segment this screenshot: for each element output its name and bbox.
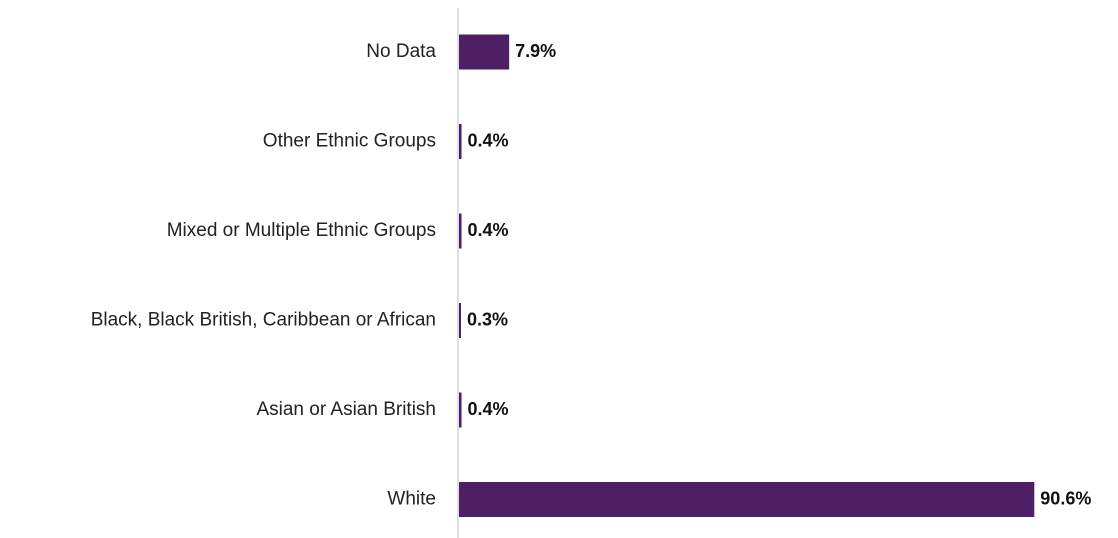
data-label: 0.4% xyxy=(468,399,509,419)
bar xyxy=(459,213,462,249)
bar xyxy=(459,124,462,159)
data-label: 7.9% xyxy=(515,41,556,61)
category-label: Mixed or Multiple Ethnic Groups xyxy=(167,220,436,241)
category-label: Black, Black British, Caribbean or Afric… xyxy=(91,310,436,331)
data-label: 0.4% xyxy=(468,130,509,150)
data-label: 0.4% xyxy=(468,220,509,240)
data-label: 0.3% xyxy=(467,309,508,329)
bar xyxy=(459,34,510,70)
bar xyxy=(459,303,461,338)
bar xyxy=(459,392,462,428)
category-label: No Data xyxy=(366,41,436,62)
data-label: 90.6% xyxy=(1040,488,1091,508)
category-label: Asian or Asian British xyxy=(256,399,436,420)
bar xyxy=(459,482,1035,517)
category-label: White xyxy=(387,489,436,510)
category-label: Other Ethnic Groups xyxy=(263,131,436,152)
